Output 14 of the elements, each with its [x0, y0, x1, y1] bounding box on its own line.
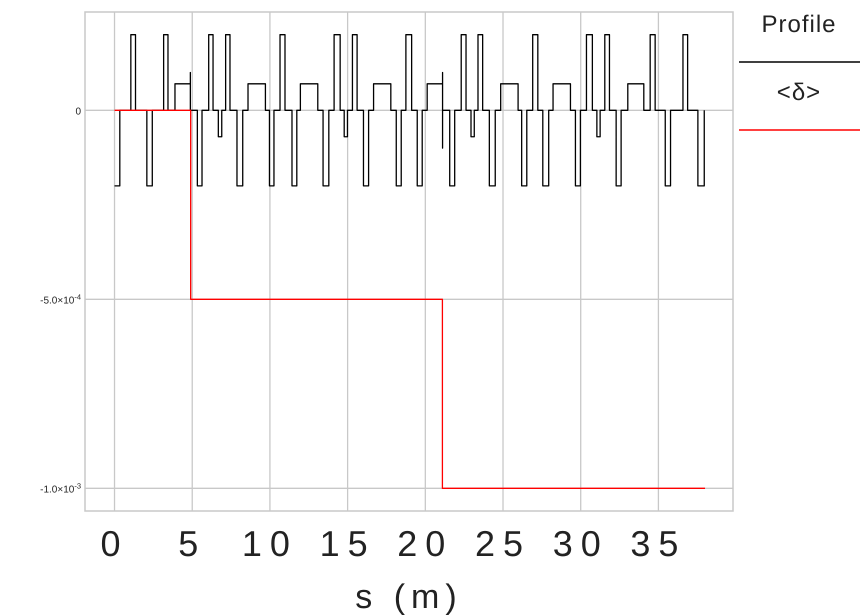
text: <δ>: [776, 79, 822, 106]
x-tick-label: 20: [397, 523, 454, 564]
x-tick-label: 5: [178, 523, 206, 564]
x-tick-label: 10: [242, 523, 298, 564]
x-axis-title: s (m): [355, 578, 463, 616]
x-tick-label: 15: [320, 523, 376, 564]
x-tick-label: 30: [552, 523, 609, 564]
x-tick-label: 0: [100, 523, 129, 564]
x-tick-label: 35: [630, 523, 686, 564]
text: Profile: [761, 11, 837, 38]
y-tick-label: -1.0×10$^{-3}$: [40, 480, 81, 496]
y-tick-label: 0: [75, 106, 82, 118]
x-tick-label: 25: [474, 523, 532, 564]
y-tick-label: -5.0×10$^{-4}$: [40, 292, 81, 306]
